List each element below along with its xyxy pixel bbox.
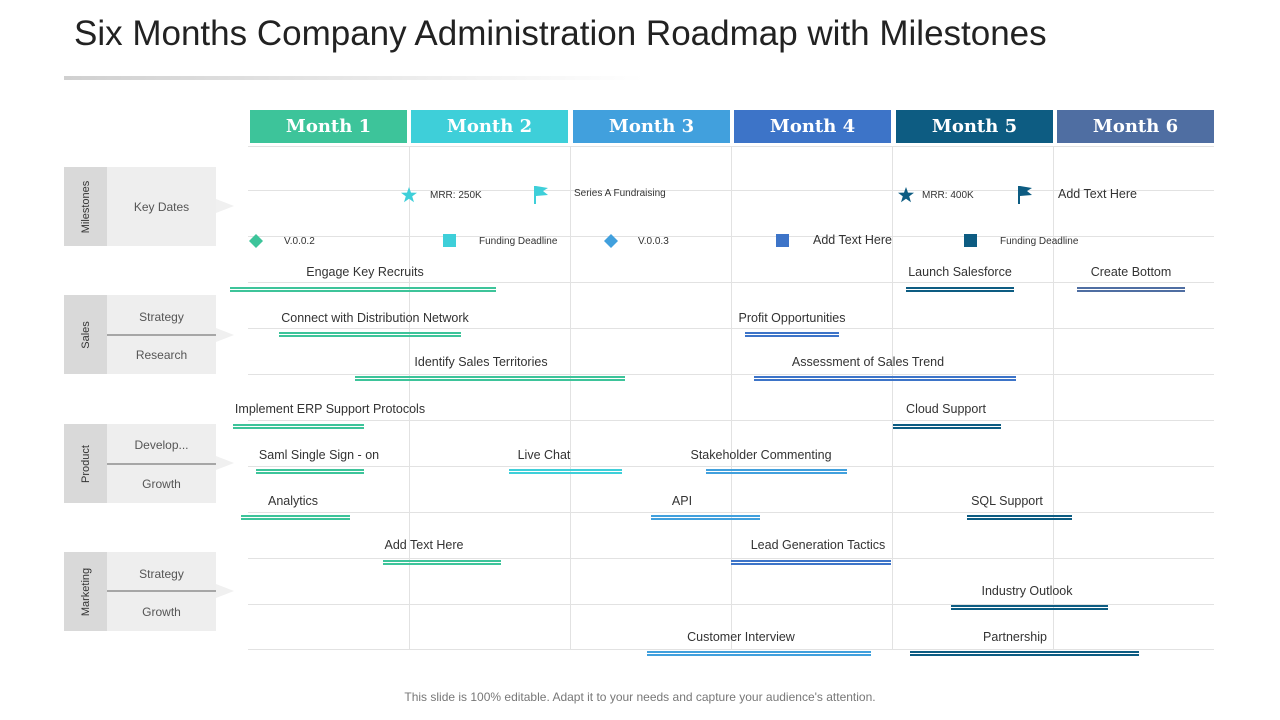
month-header-6: Month 6 xyxy=(1057,110,1214,143)
task-bar xyxy=(910,651,1139,656)
task-label: Identify Sales Territories xyxy=(414,355,548,369)
task-label: Connect with Distribution Network xyxy=(281,311,469,325)
task-bar xyxy=(241,515,350,520)
category-product: Product xyxy=(64,424,107,503)
milestone-label: Series A Fundraising xyxy=(574,188,666,199)
task-label: Stakeholder Commenting xyxy=(690,448,832,462)
task-bar xyxy=(1077,287,1185,292)
arrow-icon xyxy=(216,328,234,342)
task-label: Create Bottom xyxy=(1090,265,1172,279)
task-bar xyxy=(906,287,1014,292)
task-bar xyxy=(706,469,847,474)
task-bar xyxy=(233,424,364,429)
task-bar xyxy=(279,332,461,337)
milestone-label: MRR: 400K xyxy=(922,190,974,201)
task-label: Industry Outlook xyxy=(981,584,1073,598)
square-icon xyxy=(443,234,456,247)
arrow-icon xyxy=(216,199,234,213)
task-label: Lead Generation Tactics xyxy=(750,538,886,552)
task-bar xyxy=(967,515,1072,520)
task-label: API xyxy=(671,494,693,508)
diamond-icon xyxy=(604,234,618,248)
subcategory-key-dates: Key Dates xyxy=(133,200,190,214)
diamond-icon xyxy=(249,234,263,248)
square-icon xyxy=(964,234,977,247)
task-bar xyxy=(256,469,364,474)
subcategory-divider xyxy=(107,590,221,592)
task-bar xyxy=(731,560,891,565)
task-label: Live Chat xyxy=(517,448,571,462)
subcategory-growth: Growth xyxy=(142,477,181,491)
star-icon xyxy=(401,187,417,203)
task-bar xyxy=(230,287,496,292)
task-bar xyxy=(383,560,501,565)
task-label: Implement ERP Support Protocols xyxy=(234,402,426,416)
category-sales: Sales xyxy=(64,295,107,374)
subcategory-strategy: Strategy xyxy=(139,567,184,581)
task-label: SQL Support xyxy=(971,494,1043,508)
task-label: Launch Salesforce xyxy=(908,265,1012,279)
milestone-label: Add Text Here xyxy=(1058,187,1137,201)
footer-note: This slide is 100% editable. Adapt it to… xyxy=(404,690,876,704)
task-bar xyxy=(651,515,760,520)
task-label: Assessment of Sales Trend xyxy=(791,355,945,369)
task-label: Analytics xyxy=(267,494,319,508)
arrow-icon xyxy=(216,456,234,470)
arrow-icon xyxy=(216,584,234,598)
subcategory-divider xyxy=(107,463,221,465)
task-bar xyxy=(951,605,1108,610)
title-underline xyxy=(64,76,644,80)
page-title: Six Months Company Administration Roadma… xyxy=(74,14,1047,53)
task-label: Cloud Support xyxy=(906,402,986,416)
task-label: Partnership xyxy=(983,630,1047,644)
subcategory-research: Research xyxy=(135,348,188,362)
task-label: Saml Single Sign - on xyxy=(258,448,380,462)
task-bar xyxy=(745,332,839,337)
flag-icon xyxy=(534,186,548,204)
category-marketing: Marketing xyxy=(64,552,107,631)
milestone-label: Add Text Here xyxy=(813,233,892,247)
month-header-4: Month 4 xyxy=(734,110,891,143)
task-bar xyxy=(647,651,871,656)
subcategory-divider xyxy=(107,334,221,336)
subcategory-strategy: Strategy xyxy=(139,310,184,324)
subcategory-panel xyxy=(107,167,216,246)
milestone-label: V.0.0.3 xyxy=(638,236,669,247)
milestone-label: V.0.0.2 xyxy=(284,236,315,247)
star-icon xyxy=(898,187,914,203)
month-header-2: Month 2 xyxy=(411,110,568,143)
flag-icon xyxy=(1018,186,1032,204)
milestone-label: Funding Deadline xyxy=(479,236,558,247)
task-bar xyxy=(355,376,625,381)
task-bar xyxy=(893,424,1001,429)
milestone-label: MRR: 250K xyxy=(430,190,482,201)
task-label: Profit Opportunities xyxy=(738,311,846,325)
category-milestones: Milestones xyxy=(64,167,107,246)
month-header-3: Month 3 xyxy=(573,110,730,143)
month-header-5: Month 5 xyxy=(896,110,1053,143)
subcategory-develop: Develop... xyxy=(134,438,189,452)
task-label: Add Text Here xyxy=(384,538,464,552)
task-label: Engage Key Recruits xyxy=(306,265,424,279)
milestone-label: Funding Deadline xyxy=(1000,236,1079,247)
task-label: Customer Interview xyxy=(687,630,795,644)
square-icon xyxy=(776,234,789,247)
task-bar xyxy=(509,469,622,474)
subcategory-growth: Growth xyxy=(142,605,181,619)
month-header-1: Month 1 xyxy=(250,110,407,143)
task-bar xyxy=(754,376,1016,381)
